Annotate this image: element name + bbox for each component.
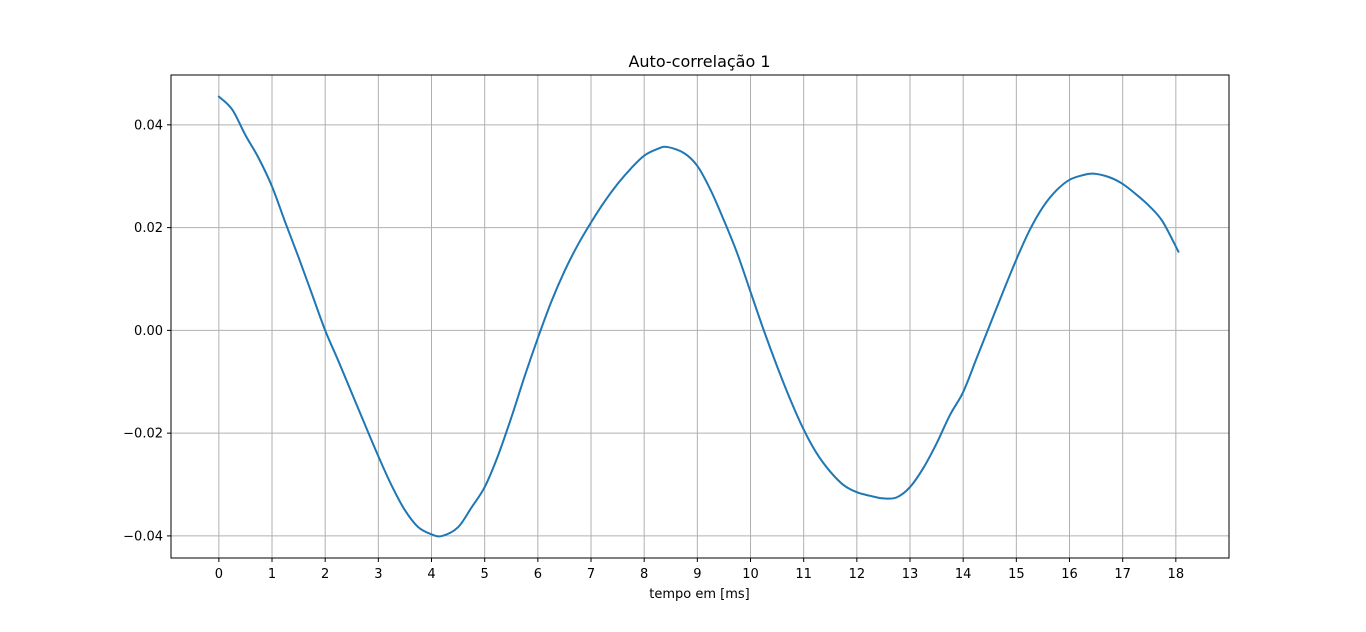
x-tick-label: 2: [321, 567, 329, 582]
y-tick-label: −0.04: [123, 529, 163, 544]
x-tick-label: 0: [215, 567, 223, 582]
x-tick-label: 12: [849, 567, 866, 582]
y-tick-label: 0.00: [134, 324, 163, 339]
x-tick-label: 18: [1168, 567, 1185, 582]
x-tick-label: 16: [1061, 567, 1078, 582]
x-tick-label: 14: [955, 567, 972, 582]
y-axis: −0.04 −0.02 0.00 0.02 0.04: [123, 118, 171, 544]
series-line: [217, 95, 1180, 538]
x-tick-label: 15: [1008, 567, 1025, 582]
series-layer: [217, 95, 1180, 538]
x-tick-label: 9: [693, 567, 701, 582]
x-tick-label: 5: [481, 567, 489, 582]
x-tick-label: 4: [427, 567, 435, 582]
chart-title: Auto-correlação 1: [628, 52, 770, 71]
grid: [171, 75, 1229, 558]
x-tick-label: 10: [742, 567, 759, 582]
x-tick-label: 11: [795, 567, 812, 582]
x-tick-label: 6: [534, 567, 542, 582]
y-tick-label: 0.04: [134, 118, 163, 133]
y-tick-label: 0.02: [134, 221, 163, 236]
x-axis: 0 1 2 3 4 5 6 7 8 9 10 11 12 13 14 15 16 17 18: [215, 558, 1184, 582]
x-tick-label: 1: [268, 567, 276, 582]
x-tick-label: 7: [587, 567, 595, 582]
plot-frame: [170, 74, 1230, 559]
x-tick-label: 8: [640, 567, 648, 582]
x-axis-title: tempo em [ms]: [649, 587, 749, 602]
x-tick-label: 13: [902, 567, 919, 582]
x-tick-label: 17: [1114, 567, 1131, 582]
y-tick-label: −0.02: [123, 427, 163, 442]
x-tick-label: 3: [374, 567, 382, 582]
